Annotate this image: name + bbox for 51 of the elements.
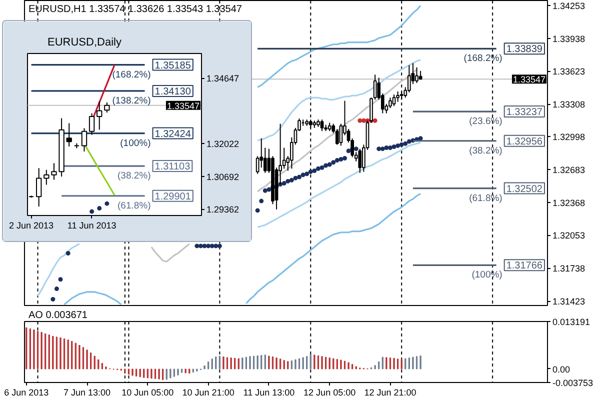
- data-label: 1.32424: [154, 128, 192, 140]
- series-label: (168.2%): [112, 69, 151, 80]
- y-tick-label: 1.29362: [206, 204, 240, 215]
- x-tick-label: 12 Jun 05:00: [304, 388, 356, 398]
- chart-title: EURUSD,H1 1.33574 1.33626 1.33543 1.33547: [28, 4, 242, 15]
- data-label: 1.32502: [506, 184, 543, 195]
- chart-title: AO 0.003671: [28, 310, 88, 321]
- series-label: (100%): [472, 270, 502, 281]
- x-tick-label: 11 Jun 13:00: [243, 388, 295, 398]
- chart-title: EURUSD,Daily: [48, 36, 122, 48]
- ref-line-label: 1.33547: [166, 100, 200, 111]
- x-tick-label: 10 Jun 21:00: [182, 388, 234, 398]
- x-tick-label: 7 Jun 13:00: [64, 388, 111, 398]
- y-tick-label: 1.32368: [552, 198, 586, 208]
- y-tick-label: 1.32053: [552, 230, 586, 241]
- y-tick-label: 1.33938: [552, 34, 586, 44]
- y-tick-label: 1.33623: [552, 66, 586, 77]
- x-tick-label: 2 Jun 2013: [9, 220, 54, 230]
- y-tick-label: 1.34647: [206, 74, 240, 84]
- series-label: (100%): [120, 138, 151, 149]
- data-label: 1.31103: [154, 162, 191, 173]
- data-label: 1.35185: [154, 60, 192, 72]
- x-tick-label: 10 Jun 05:00: [122, 388, 174, 398]
- data-label: 1.29901: [154, 191, 192, 202]
- data-label: 1.33237: [506, 107, 543, 118]
- series-label: (61.8%): [469, 192, 502, 204]
- y-tick-label: 0.013191: [552, 317, 590, 327]
- data-label: 1.34130: [154, 86, 192, 98]
- y-tick-label: -0.003753: [552, 378, 594, 388]
- data-label: 1.33839: [506, 44, 543, 56]
- series-label: (61.8%): [117, 200, 151, 212]
- y-tick-label: 1.31423: [552, 296, 586, 307]
- x-tick-label: 11 Jun 2013: [67, 220, 116, 230]
- x-tick-label: 6 Jun 2013: [4, 388, 49, 398]
- series-label: (23.6%): [469, 116, 502, 128]
- series-label: (168.2%): [464, 53, 502, 64]
- y-tick-label: 1.33308: [552, 100, 586, 110]
- y-tick-label: 1.32998: [552, 132, 586, 142]
- y-tick-label: 1.32683: [552, 164, 586, 175]
- y-tick-label: 1.30692: [206, 172, 240, 182]
- y-tick-label: 1.31738: [552, 264, 586, 274]
- data-label: 1.31766: [506, 260, 543, 272]
- x-tick-label: 12 Jun 21:00: [364, 388, 416, 398]
- y-tick-label: 0.00: [552, 364, 570, 374]
- series-label: (38.2%): [117, 170, 151, 182]
- series-label: (138.2%): [112, 95, 151, 106]
- ref-line-label: 1.33547: [512, 74, 546, 85]
- series-label: (38.2%): [469, 145, 502, 156]
- y-tick-label: 1.34253: [552, 0, 586, 11]
- data-label: 1.32956: [506, 136, 543, 148]
- y-tick-label: 1.32022: [206, 138, 240, 149]
